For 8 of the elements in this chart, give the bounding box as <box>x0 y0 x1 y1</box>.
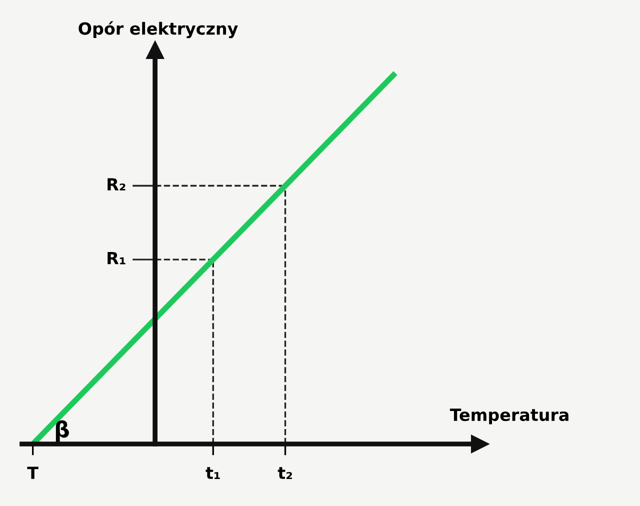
ref-line-label: R₂ <box>108 178 126 190</box>
y-axis-title: Opór elektryczny <box>78 21 238 38</box>
x-tick-label: t₂ <box>278 467 292 479</box>
x-tick-label: T <box>27 466 38 479</box>
x-axis-title: Temperatura <box>450 408 568 424</box>
annotation: β <box>56 420 69 442</box>
x-tick-label: t₁ <box>206 467 220 479</box>
ref-line-label: R₁ <box>108 252 126 264</box>
